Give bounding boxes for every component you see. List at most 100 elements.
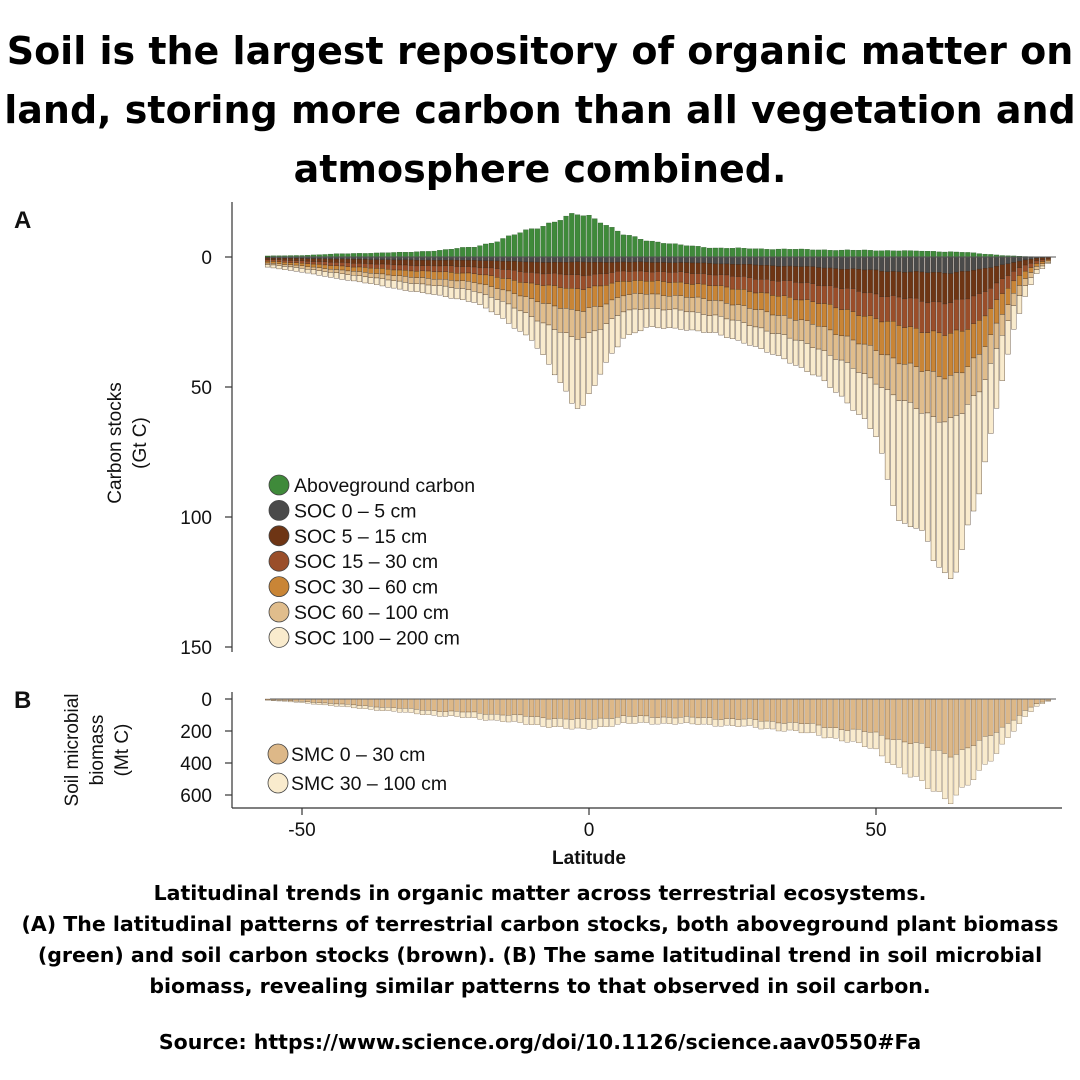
bar-soc-30-60-cm: [988, 308, 994, 335]
bar-soc-30-60-cm: [391, 269, 397, 276]
bar-soc-30-60-cm: [563, 288, 569, 309]
bar-soc-60-100-cm: [988, 334, 994, 364]
bar-soc-30-60-cm: [569, 288, 575, 310]
bar-soc-0-5-cm: [982, 256, 988, 269]
bar-soc-60-100-cm: [574, 310, 581, 340]
bar-soc-30-60-cm: [793, 299, 799, 321]
bar-soc-100-200-cm: [316, 270, 322, 276]
bar-soc-100-200-cm: [574, 339, 581, 409]
bar-aboveground-carbon: [953, 251, 959, 258]
bar-smc-30-100-cm: [270, 699, 276, 701]
bar-soc-5-15-cm: [942, 273, 948, 305]
bar-soc-60-100-cm: [264, 262, 271, 265]
bar-smc-0-30-cm: [741, 698, 747, 720]
bar-aboveground-carbon: [500, 238, 506, 258]
bar-smc-0-30-cm: [861, 698, 868, 732]
bar-smc-0-30-cm: [747, 698, 753, 719]
bar-smc-0-30-cm: [362, 698, 368, 706]
bar-smc-30-100-cm: [867, 732, 873, 749]
bar-soc-15-30-cm: [408, 265, 414, 272]
bar-smc-0-30-cm: [942, 698, 948, 754]
bar-smc-30-100-cm: [1016, 715, 1023, 724]
bar-soc-15-30-cm: [328, 262, 334, 266]
bar-smc-0-30-cm: [976, 698, 982, 741]
legend-swatch: [268, 525, 290, 547]
bar-smc-0-30-cm: [540, 698, 546, 719]
bar-smc-0-30-cm: [586, 698, 592, 720]
bar-smc-30-100-cm: [976, 740, 982, 771]
bar-soc-5-15-cm: [368, 259, 374, 265]
bar-soc-0-5-cm: [626, 256, 632, 263]
bar-soc-0-5-cm: [936, 256, 942, 273]
panel-b-ylabel-line1: Soil microbial: [62, 694, 83, 807]
bar-soc-5-15-cm: [626, 262, 632, 272]
bar-soc-60-100-cm: [827, 329, 833, 356]
bar-smc-30-100-cm: [592, 718, 598, 729]
bar-soc-100-200-cm: [483, 294, 489, 309]
bar-smc-30-100-cm: [793, 722, 799, 731]
bar-aboveground-carbon: [655, 241, 661, 258]
bar-aboveground-carbon: [425, 251, 431, 258]
bar-soc-0-5-cm: [770, 256, 776, 267]
bar-soc-100-200-cm: [391, 280, 397, 289]
bar-soc-5-15-cm: [701, 262, 707, 274]
bar-soc-0-5-cm: [551, 256, 558, 263]
bar-smc-0-30-cm: [724, 698, 730, 719]
bar-smc-30-100-cm: [925, 747, 931, 789]
bar-soc-60-100-cm: [546, 303, 552, 326]
bar-smc-30-100-cm: [827, 727, 833, 738]
bar-soc-0-5-cm: [620, 256, 627, 263]
bar-soc-100-200-cm: [718, 316, 724, 336]
bar-soc-60-100-cm: [471, 282, 477, 292]
bar-smc-30-100-cm: [603, 718, 609, 727]
bar-soc-5-15-cm: [425, 259, 431, 266]
bar-soc-100-200-cm: [597, 329, 604, 375]
bar-aboveground-carbon: [827, 250, 833, 258]
bar-smc-0-30-cm: [775, 698, 781, 724]
bar-soc-5-15-cm: [850, 268, 856, 289]
bar-smc-30-100-cm: [839, 729, 845, 742]
bar-smc-30-100-cm: [896, 739, 902, 768]
bar-smc-30-100-cm: [844, 730, 850, 743]
bar-soc-15-30-cm: [793, 282, 799, 301]
bar-soc-100-200-cm: [460, 288, 466, 300]
bar-smc-0-30-cm: [810, 698, 816, 724]
bar-soc-100-200-cm: [1028, 277, 1034, 285]
source-link[interactable]: Source: https://www.science.org/doi/10.1…: [158, 1030, 922, 1054]
bar-smc-30-100-cm: [861, 731, 868, 747]
bar-soc-15-30-cm: [672, 272, 678, 283]
legend-swatch: [268, 626, 290, 648]
bar-soc-30-60-cm: [913, 328, 919, 368]
bar-smc-0-30-cm: [666, 698, 672, 718]
bar-aboveground-carbon: [666, 243, 672, 258]
bar-soc-5-15-cm: [993, 266, 1000, 284]
bar-soc-5-15-cm: [684, 262, 690, 273]
bar-soc-100-200-cm: [896, 400, 902, 521]
bar-soc-5-15-cm: [391, 259, 397, 266]
bar-soc-15-30-cm: [706, 274, 713, 286]
y-tick-label: 0: [201, 690, 212, 711]
bar-soc-60-100-cm: [735, 304, 741, 321]
bar-soc-15-30-cm: [339, 262, 345, 267]
bar-soc-15-30-cm: [747, 277, 753, 292]
bar-soc-100-200-cm: [850, 368, 856, 411]
bar-aboveground-carbon: [609, 227, 615, 258]
bar-soc-100-200-cm: [385, 279, 391, 288]
bar-soc-100-200-cm: [454, 288, 460, 300]
bar-soc-15-30-cm: [305, 261, 311, 265]
bar-soc-15-30-cm: [632, 270, 638, 281]
bar-smc-30-100-cm: [971, 745, 977, 780]
bar-aboveground-carbon: [626, 235, 632, 258]
bar-soc-100-200-cm: [775, 333, 781, 356]
bar-soc-0-5-cm: [638, 256, 644, 263]
bar-smc-30-100-cm: [993, 732, 1000, 754]
bar-soc-5-15-cm: [718, 263, 724, 275]
x-axis-label: Latitude: [552, 848, 626, 869]
bar-smc-0-30-cm: [500, 698, 506, 716]
bar-soc-60-100-cm: [362, 272, 368, 278]
panel-b-bars: [265, 698, 1056, 805]
bar-aboveground-carbon: [942, 251, 948, 258]
bar-smc-0-30-cm: [729, 698, 736, 719]
bar-soc-100-200-cm: [282, 266, 288, 270]
bar-aboveground-carbon: [574, 214, 581, 258]
